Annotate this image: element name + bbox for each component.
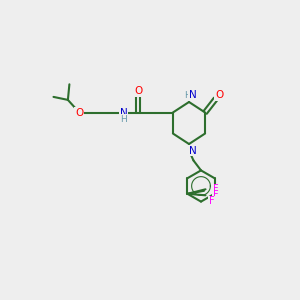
Text: O: O bbox=[134, 86, 142, 96]
Text: F: F bbox=[213, 184, 219, 194]
Text: F: F bbox=[209, 196, 214, 206]
Text: O: O bbox=[215, 90, 223, 100]
Text: N: N bbox=[189, 146, 196, 156]
Text: N: N bbox=[119, 107, 127, 118]
Text: O: O bbox=[75, 107, 83, 118]
Text: N: N bbox=[189, 90, 196, 100]
Text: H: H bbox=[120, 115, 127, 124]
Text: F: F bbox=[213, 190, 219, 200]
Text: H: H bbox=[184, 91, 191, 100]
